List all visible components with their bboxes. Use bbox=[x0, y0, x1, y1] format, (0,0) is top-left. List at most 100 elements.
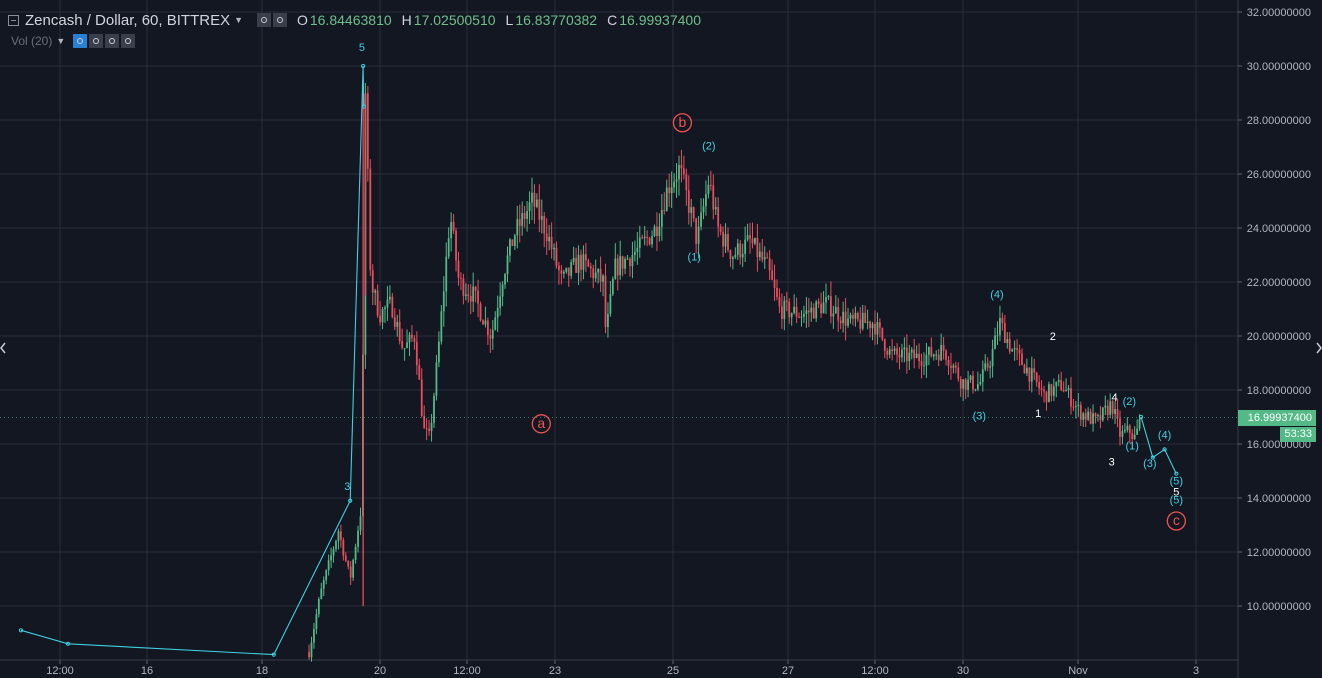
candle-body bbox=[903, 347, 906, 350]
collapse-icon[interactable] bbox=[8, 14, 19, 26]
candle-body bbox=[817, 301, 820, 304]
candle-body bbox=[771, 270, 773, 280]
price-axis[interactable]: 32.00000000 30.00000000 28.00000000 26.0000… bbox=[1238, 7, 1311, 613]
candle-body bbox=[391, 296, 394, 318]
candle-body bbox=[371, 270, 374, 293]
candle-body bbox=[918, 353, 920, 362]
candle-body bbox=[462, 278, 465, 296]
candle-body bbox=[741, 253, 744, 258]
candle-body bbox=[335, 541, 337, 550]
candle-body bbox=[989, 366, 992, 368]
candle-body bbox=[406, 342, 408, 349]
wave-point bbox=[18, 628, 24, 633]
wave-point bbox=[271, 652, 276, 657]
candle-body bbox=[913, 349, 916, 359]
y-tick-label: 24.00000000 bbox=[1247, 223, 1311, 235]
candle-body bbox=[1119, 418, 1121, 437]
candle-body bbox=[491, 329, 494, 339]
candle-body bbox=[803, 313, 805, 317]
candle-body bbox=[589, 266, 592, 269]
candle-body bbox=[869, 321, 871, 329]
candle-body bbox=[739, 243, 742, 258]
wave-point bbox=[361, 63, 366, 69]
candle-body bbox=[905, 347, 908, 362]
candle-body bbox=[825, 297, 827, 303]
candle-body bbox=[411, 334, 413, 339]
wave-label: (5) bbox=[1170, 476, 1183, 488]
candle-body bbox=[807, 310, 810, 313]
candle-body bbox=[408, 334, 411, 343]
candle-body bbox=[969, 375, 972, 380]
candle-body bbox=[832, 313, 835, 317]
candle-body bbox=[976, 384, 979, 390]
candle-body bbox=[379, 315, 381, 323]
candle-body bbox=[464, 294, 467, 296]
symbol-dropdown-icon[interactable]: ▼ bbox=[234, 15, 243, 25]
candle-body bbox=[709, 184, 712, 186]
candle-body bbox=[1065, 390, 1067, 392]
candle-body bbox=[538, 199, 541, 220]
candle-body bbox=[553, 247, 555, 250]
elliott-wave-line[interactable] bbox=[20, 65, 365, 656]
candle-body bbox=[1021, 353, 1023, 366]
y-tick-label: 26.00000000 bbox=[1247, 169, 1311, 181]
wave-label: 1 bbox=[1035, 408, 1041, 420]
hide-series-icon[interactable] bbox=[257, 13, 271, 27]
visibility-icon[interactable] bbox=[73, 34, 88, 48]
candle-body bbox=[344, 555, 347, 561]
candle-body bbox=[1104, 405, 1107, 408]
candle-body bbox=[1131, 433, 1134, 439]
candle-body bbox=[535, 199, 538, 207]
candle-body bbox=[932, 354, 935, 357]
candle-body bbox=[930, 347, 933, 357]
candle-body bbox=[1077, 404, 1080, 407]
candle-body bbox=[925, 354, 928, 366]
scroll-left-handle[interactable] bbox=[0, 341, 6, 355]
candle-body bbox=[854, 313, 857, 319]
scroll-right-handle[interactable] bbox=[1316, 341, 1322, 355]
volume-indicator-label[interactable]: Vol (20) bbox=[11, 34, 53, 48]
candle-body bbox=[749, 235, 751, 239]
candle-body bbox=[952, 365, 955, 368]
candle-body bbox=[756, 238, 759, 257]
candle-body bbox=[798, 316, 800, 318]
candle-body bbox=[700, 212, 702, 227]
candle-body bbox=[910, 349, 913, 353]
wave-label: 5 bbox=[359, 42, 365, 54]
candle-body bbox=[1030, 368, 1033, 382]
indicator-add-icon[interactable] bbox=[105, 34, 120, 48]
time-axis[interactable]: 12:00 16 18 20 12:00 23 25 27 12:00 30 Nov 3 bbox=[46, 660, 1199, 677]
x-tick-label: 23 bbox=[549, 665, 561, 677]
candle-body bbox=[829, 296, 832, 317]
y-tick-label: 16.00000000 bbox=[1247, 439, 1311, 451]
x-tick-label: 3 bbox=[1193, 665, 1199, 677]
candle-body bbox=[310, 642, 313, 658]
indicator-remove-icon[interactable] bbox=[121, 34, 136, 48]
candle-body bbox=[754, 238, 756, 244]
candle-body bbox=[866, 321, 869, 323]
indicator-settings-icon[interactable] bbox=[89, 34, 104, 48]
candle-body bbox=[945, 350, 947, 360]
wave-label: (4) bbox=[990, 289, 1003, 301]
candle-body bbox=[766, 257, 769, 259]
candle-body bbox=[950, 365, 952, 368]
candle-body bbox=[359, 516, 362, 531]
candle-body bbox=[430, 422, 433, 431]
y-tick-label: 12.00000000 bbox=[1247, 547, 1311, 559]
symbol-title[interactable]: Zencash / Dollar, 60, BITTREX bbox=[25, 11, 231, 29]
candle-body bbox=[957, 367, 960, 379]
candle-body bbox=[479, 303, 482, 321]
candle-body bbox=[1084, 413, 1087, 420]
candle-body bbox=[381, 309, 384, 323]
indicator-dropdown-icon[interactable]: ▼ bbox=[56, 36, 66, 46]
candle-body bbox=[486, 320, 489, 336]
candle-body bbox=[1123, 430, 1126, 432]
wave-projection-line[interactable] bbox=[1140, 416, 1177, 474]
settings-icon[interactable] bbox=[273, 13, 287, 27]
candle-body bbox=[349, 566, 352, 578]
candle-body bbox=[714, 207, 717, 210]
candle-body bbox=[923, 365, 925, 367]
candle-body bbox=[849, 314, 852, 319]
